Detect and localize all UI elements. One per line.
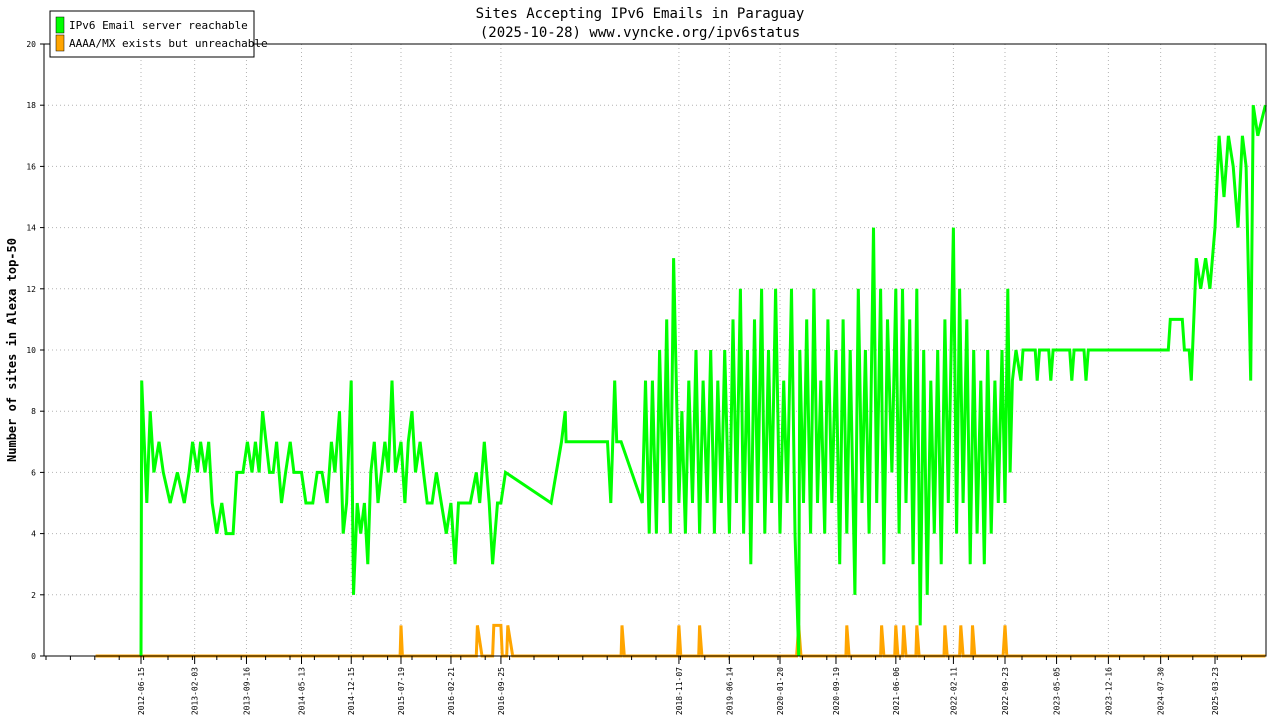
- series-line-reachable: [139, 104, 1267, 657]
- x-tick-label: 2015-07-19: [397, 667, 406, 715]
- y-tick-label: 0: [31, 652, 36, 661]
- x-tick-label: 2013-09-16: [242, 667, 251, 715]
- y-tick-label: 18: [26, 101, 36, 110]
- chart-title: Sites Accepting IPv6 Emails in Paraguay: [476, 6, 805, 22]
- x-tick-label: 2019-06-14: [725, 667, 734, 715]
- y-tick-label: 6: [31, 468, 36, 477]
- x-tick-label: 2014-12-15: [347, 667, 356, 715]
- x-tick-label: 2021-06-06: [892, 667, 901, 715]
- legend-box: [49, 10, 255, 58]
- legend: IPv6 Email server reachable AAAA/MX exis…: [49, 10, 268, 58]
- x-tick-label: 2018-11-07: [675, 667, 684, 715]
- x-tick-label: 2022-02-11: [949, 667, 958, 715]
- y-tick-label: 14: [26, 224, 36, 233]
- x-tick-label: 2024-07-30: [1157, 667, 1166, 715]
- x-tick-label: 2022-09-23: [1001, 667, 1010, 715]
- y-tick-label: 16: [26, 162, 36, 171]
- x-axis: 2012-06-15 2013-02-03 2013-09-16 2014-05-13…: [45, 656, 1243, 715]
- y-tick-label: 8: [31, 407, 36, 416]
- chart-subtitle: (2025-10-28) www.vyncke.org/ipv6status: [480, 25, 800, 41]
- x-tick-label: 2023-05-05: [1053, 667, 1062, 715]
- y-tick-label: 20: [26, 40, 36, 49]
- series-line-unreachable: [95, 623, 1266, 658]
- x-tick-label: 2020-01-20: [776, 667, 785, 715]
- x-tick-label: 2016-09-25: [497, 667, 506, 715]
- x-tick-label: 2012-06-15: [137, 667, 146, 715]
- x-tick-label: 2013-02-03: [191, 667, 200, 715]
- legend-swatch-reachable: [55, 16, 65, 34]
- y-axis-label: Number of sites in Alexa top-50: [5, 238, 19, 462]
- legend-swatch-unreachable: [55, 34, 65, 52]
- x-tick-label: 2020-09-19: [832, 667, 841, 715]
- x-tick-label: 2023-12-16: [1104, 667, 1113, 715]
- y-tick-label: 10: [26, 346, 36, 355]
- y-tick-label: 2: [31, 591, 36, 600]
- y-tick-label: 4: [31, 530, 36, 539]
- series-layer: [95, 104, 1267, 658]
- y-tick-label: 12: [26, 285, 36, 294]
- y-axis: 0 2 4 6 8 10 12 14 16 18 20: [26, 40, 44, 661]
- legend-label-unreachable: AAAA/MX exists but unreachable: [69, 37, 268, 50]
- legend-label-reachable: IPv6 Email server reachable: [69, 19, 248, 32]
- x-tick-label: 2014-05-13: [298, 667, 307, 715]
- x-tick-label: 2025-03-23: [1211, 667, 1220, 715]
- x-tick-label: 2016-02-21: [447, 667, 456, 715]
